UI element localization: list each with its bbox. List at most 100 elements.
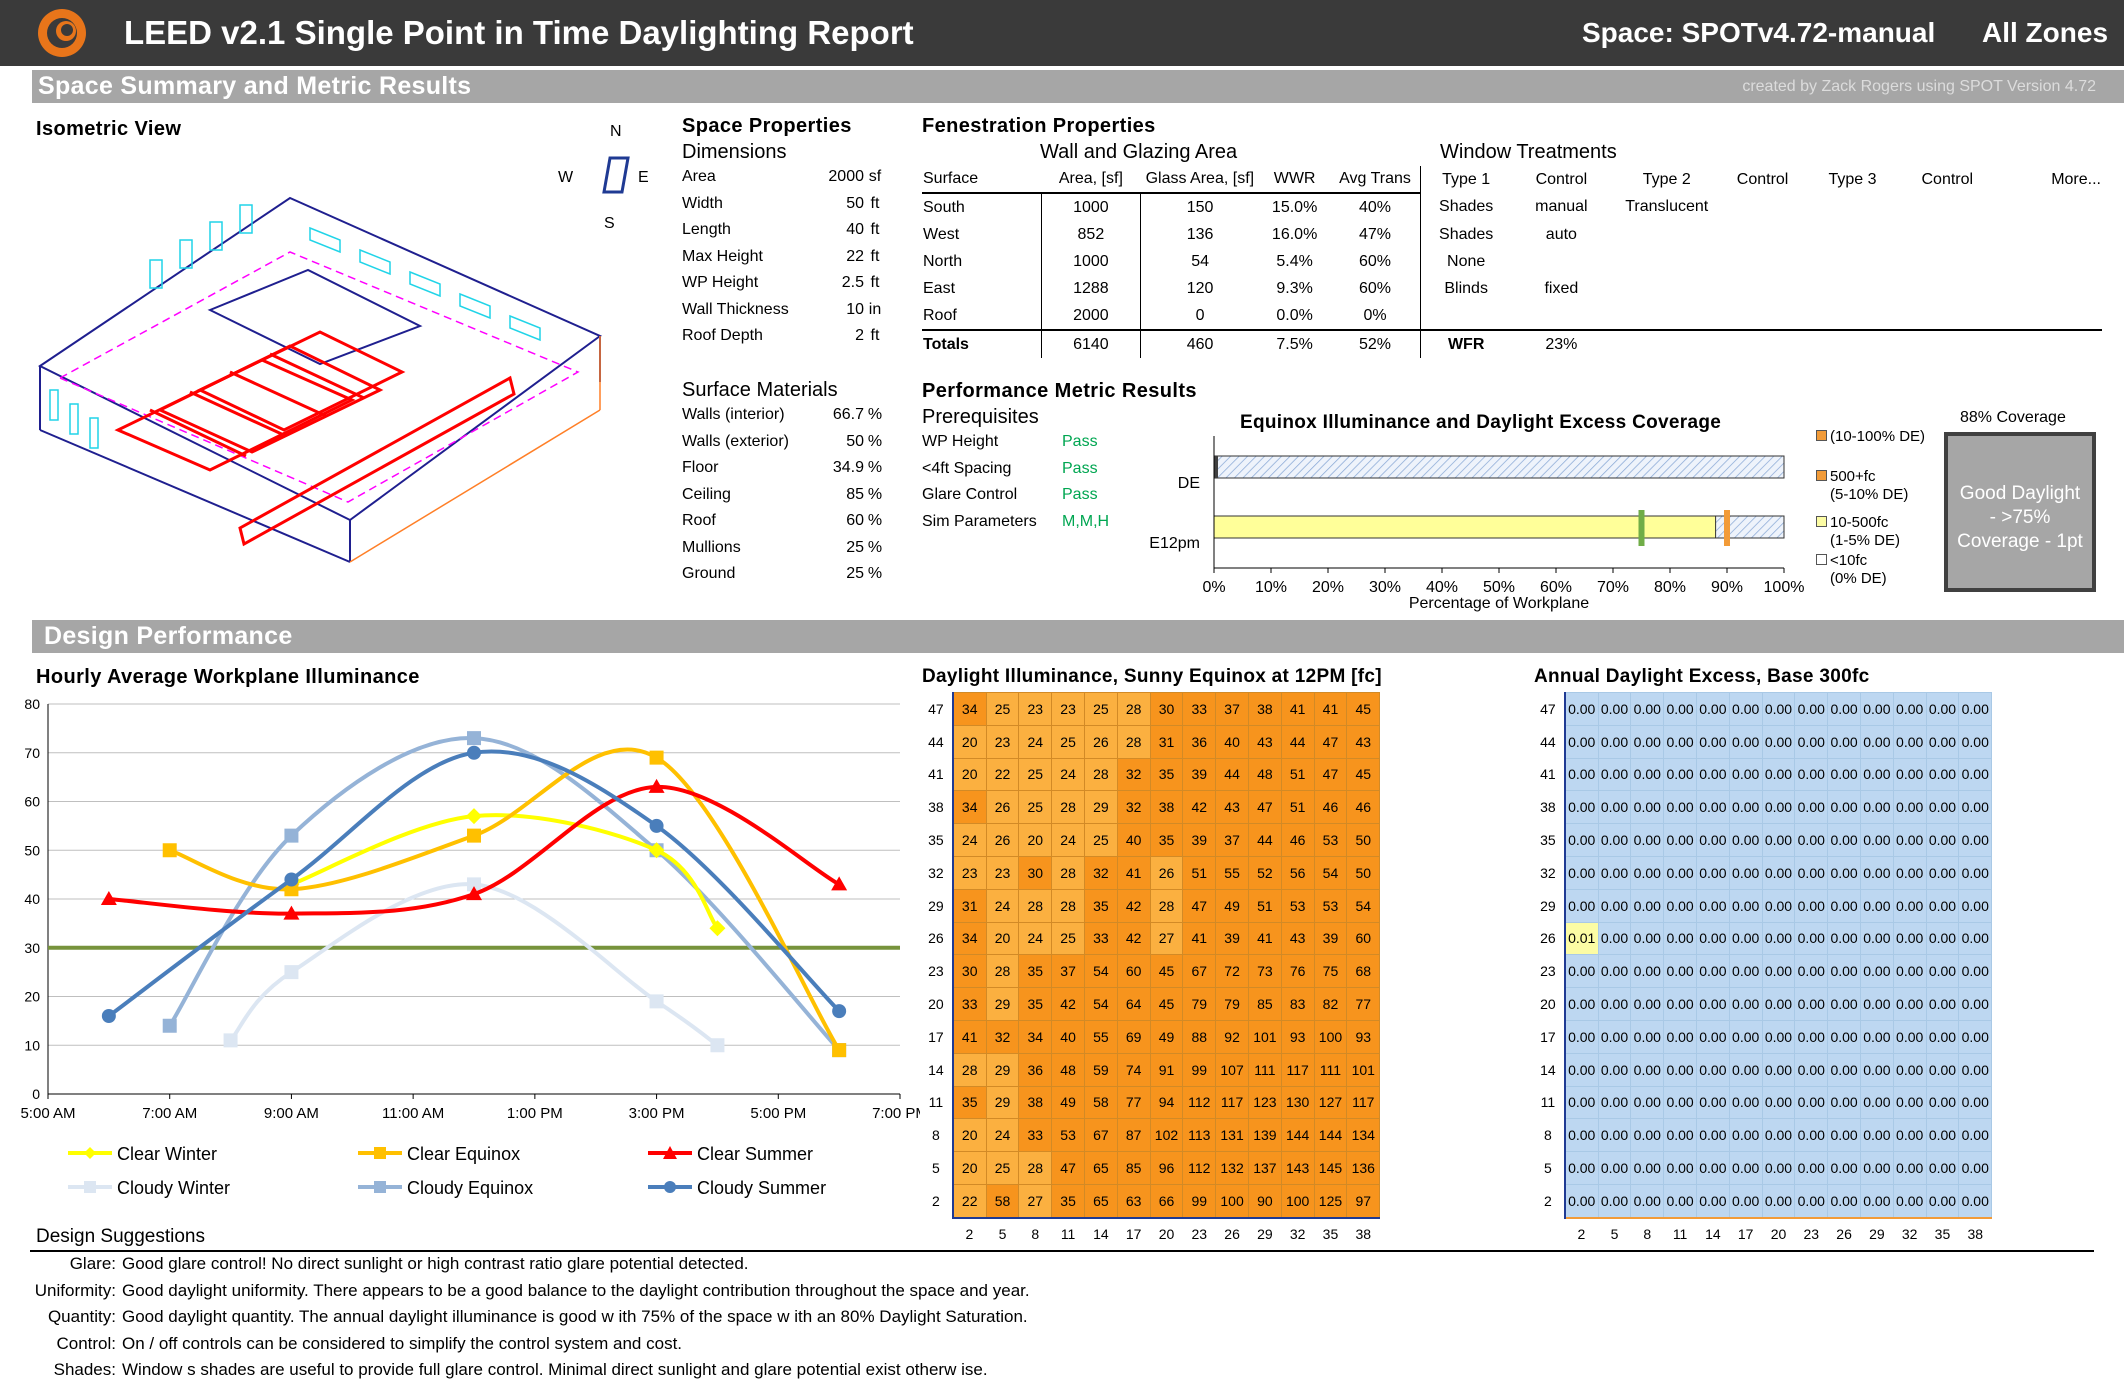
coverage-chart: DE E12pm 0% 10% 20% 30% 40% 50% 60% 70% 80% 90% 100%… xyxy=(1149,436,1804,612)
excess-cell: 0.00 xyxy=(1958,1118,1993,1153)
prerequisite-value: Pass xyxy=(1062,433,1098,450)
fenestration-cell: 0.0% xyxy=(1276,306,1313,324)
room-outline xyxy=(38,196,602,563)
heatmap-cell: 27 xyxy=(1018,1183,1053,1219)
heatmap-cell: 28 xyxy=(1149,888,1184,923)
summary-band-label: Space Summary and Metric Results xyxy=(38,72,472,100)
heatmap-cell: 22 xyxy=(985,757,1020,792)
heatmap-cell: 100 xyxy=(1313,1019,1348,1054)
excess-cell: 0.00 xyxy=(1761,724,1796,759)
excess-cell: 0.00 xyxy=(1728,1151,1763,1185)
excess-cell: 0.00 xyxy=(1794,1052,1829,1087)
coverage-legend-sub: (5-10% DE) xyxy=(1830,486,1909,503)
fenestration-row: Roof 2000 0 0.0% 0% xyxy=(922,302,2102,330)
line-chart-title: Hourly Average Workplane Illuminance xyxy=(36,666,420,688)
legend-clear-equinox: Clear Equinox xyxy=(358,1144,520,1165)
heatmap-cell: 127 xyxy=(1313,1085,1348,1120)
excess-cell: 0.00 xyxy=(1892,692,1927,726)
material-value: 85 xyxy=(846,485,864,503)
excess-cell: 0.00 xyxy=(1728,1052,1763,1087)
design-band: Design Performance xyxy=(32,620,2124,653)
excess-cell: 0.00 xyxy=(1859,1151,1894,1185)
excess-cell: 0.00 xyxy=(1859,823,1894,857)
fenestration-header-cell: WWR xyxy=(1259,166,1331,194)
report-title: LEED v2.1 Single Point in Time Daylighti… xyxy=(124,14,914,51)
excess-cell: 0.00 xyxy=(1925,1052,1960,1087)
excess-cell: 0.00 xyxy=(1564,1183,1599,1219)
data-point-clear-equinox xyxy=(649,750,664,765)
excess-cell: 0.00 xyxy=(1958,1052,1993,1087)
excess-cell: 0.00 xyxy=(1794,1085,1829,1120)
excess-y-label: 47 xyxy=(1532,692,1566,726)
heatmap-x-label: 26 xyxy=(1215,1216,1249,1250)
fenestration-cell: Shades xyxy=(1439,225,1494,243)
heatmap-cell: 72 xyxy=(1215,954,1249,989)
heatmap-cell: 32 xyxy=(1083,855,1118,890)
excess-cell: 0.00 xyxy=(1663,1151,1697,1185)
heatmap-y-label: 11 xyxy=(920,1086,954,1119)
excess-cell: 0.00 xyxy=(1564,1052,1599,1087)
zones-label: All Zones xyxy=(1982,17,2109,48)
heatmap-cell: 35 xyxy=(952,1085,987,1120)
heatmap-y-label: 14 xyxy=(920,1053,954,1087)
excess-cell: 0.00 xyxy=(1597,823,1632,857)
excess-cell: 0.00 xyxy=(1794,855,1829,890)
cloudy-summer-swatch-icon xyxy=(648,1181,692,1193)
material-row: Floor 34.9% xyxy=(682,459,892,483)
excess-cell: 0.00 xyxy=(1827,1151,1861,1185)
fenestration-header-cell: More... xyxy=(2051,170,2101,188)
heatmap-cell: 24 xyxy=(1018,921,1053,956)
excess-cell: 0.00 xyxy=(1663,790,1697,825)
excess-cell: 0.00 xyxy=(1761,692,1796,726)
heatmap-cell: 47 xyxy=(1313,757,1348,792)
excess-cell: 0.00 xyxy=(1695,1019,1730,1054)
suggestion-text: Good daylight uniformity. There appears … xyxy=(122,1280,1030,1300)
excess-y-label: 14 xyxy=(1532,1053,1566,1087)
heatmap-cell: 69 xyxy=(1116,1019,1151,1054)
heatmap-cell: 33 xyxy=(1182,692,1217,726)
fenestration-total-cell xyxy=(1992,329,2102,358)
fenestration-cell xyxy=(1992,275,2102,302)
heatmap-cell: 132 xyxy=(1215,1151,1249,1185)
excess-cell: 0.00 xyxy=(1630,921,1665,956)
excess-x-labels: 2 5 8 11 14 17 20 23 26 29 32 35 38 xyxy=(1532,1216,1992,1250)
excess-cell: 0.00 xyxy=(1859,954,1894,989)
excess-cell: 0.00 xyxy=(1564,888,1599,923)
fenestration-cell xyxy=(1902,302,1992,330)
y-tick-label: 0 xyxy=(32,1086,40,1102)
dimension-label: Width xyxy=(682,194,723,212)
x-tick-label: 1:00 PM xyxy=(507,1105,563,1122)
series-line-clear-summer xyxy=(108,784,841,916)
suggestion-row: Quantity: Good daylight quantity. The ann… xyxy=(0,1307,2100,1331)
excess-cell: 0.00 xyxy=(1564,1118,1599,1153)
heatmap-cell: 28 xyxy=(1051,790,1085,825)
excess-cell: 0.00 xyxy=(1925,757,1960,792)
dimension-label: Area xyxy=(682,168,716,185)
excess-cell: 0.00 xyxy=(1794,954,1829,989)
excess-cell: 0.00 xyxy=(1728,757,1763,792)
heatmap-cell: 79 xyxy=(1215,987,1249,1021)
excess-cell: 0.00 xyxy=(1859,855,1894,890)
excess-cell: 0.00 xyxy=(1925,855,1960,890)
excess-cell: 0.00 xyxy=(1958,1019,1993,1054)
data-point-clear-equinox xyxy=(832,1043,847,1058)
suggestion-row: Uniformity: Good daylight uniformity. The… xyxy=(0,1281,2100,1305)
excess-cell: 0.00 xyxy=(1827,724,1861,759)
dimension-row: WP Height 2.5 ft xyxy=(682,274,892,298)
excess-cell: 0.00 xyxy=(1925,888,1960,923)
excess-heatmap-title: Annual Daylight Excess, Base 300fc xyxy=(1534,666,1870,687)
heatmap-row: 35 24 26 20 24 25 40 35 39 37 44 46 53 50 xyxy=(920,823,1381,857)
heatmap-cell: 41 xyxy=(1280,692,1315,726)
excess-x-label: 29 xyxy=(1860,1216,1894,1250)
excess-cell: 0.00 xyxy=(1663,692,1697,726)
performance-title: Performance Metric Results xyxy=(922,380,1197,402)
heatmap-cell: 112 xyxy=(1182,1151,1217,1185)
heatmap-cell: 56 xyxy=(1280,855,1315,890)
fenestration-cell xyxy=(1803,221,1902,248)
heatmap-cell: 85 xyxy=(1247,987,1282,1021)
heatmap-cell: 35 xyxy=(1018,987,1053,1021)
coverage-legend-item: <10fc (0% DE) xyxy=(1816,552,1887,588)
heatmap-cell: 65 xyxy=(1083,1151,1118,1185)
heatmap-cell: 33 xyxy=(1083,921,1118,956)
dimension-value: 22 xyxy=(846,247,864,265)
